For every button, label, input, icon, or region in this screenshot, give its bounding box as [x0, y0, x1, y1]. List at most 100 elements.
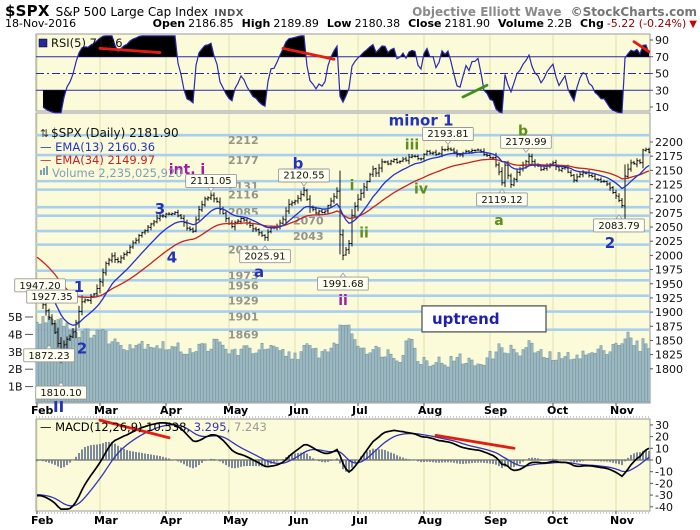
- volume-bar: [572, 358, 576, 403]
- provider-link[interactable]: ©StockCharts.com: [570, 5, 697, 19]
- macd-axis-label: 10: [655, 442, 669, 455]
- macd-month-label: Apr: [160, 514, 182, 527]
- macd-histogram-bar: [327, 460, 329, 462]
- macd-histogram-bar: [393, 453, 395, 460]
- volume-bar: [311, 348, 315, 403]
- macd-histogram-bar: [144, 453, 146, 460]
- change-down-icon: ▼: [689, 19, 697, 30]
- macd-histogram-bar: [483, 460, 485, 463]
- index-name: S&P 500 Large Cap Index: [55, 5, 209, 19]
- volume-bar: [482, 364, 486, 403]
- macd-histogram-bar: [75, 456, 77, 460]
- macd-histogram-bar: [633, 453, 635, 460]
- price-axis-label: 1850: [655, 334, 683, 347]
- macd-histogram-bar: [531, 457, 533, 460]
- macd-histogram-bar: [618, 460, 620, 465]
- macd-histogram-bar: [219, 460, 221, 462]
- macd-histogram-bar: [525, 459, 527, 461]
- volume-bar: [386, 349, 390, 403]
- volume-bar: [299, 351, 303, 403]
- wave-label-ii: ii: [359, 226, 369, 242]
- volume-bar: [584, 354, 588, 403]
- macd-histogram-bar: [417, 460, 419, 462]
- rsi-oversold-fill: [594, 90, 624, 113]
- macd-histogram-bar: [582, 460, 584, 462]
- macd-histogram-bar: [372, 448, 374, 460]
- ema13-line: [36, 151, 650, 326]
- macd-histogram-bar: [45, 460, 47, 462]
- macd-histogram-bar: [141, 452, 143, 460]
- volume-bar: [533, 352, 537, 403]
- wave-label-a: a: [254, 263, 264, 281]
- volume-bar: [485, 357, 489, 403]
- macd-histogram-bar: [324, 460, 326, 463]
- macd-histogram-bar: [594, 460, 596, 461]
- macd-histogram-bar: [510, 460, 512, 468]
- pivot-label: 1956: [228, 279, 259, 292]
- volume-bar: [158, 348, 162, 403]
- rsi-axis-label: 90: [655, 34, 669, 47]
- macd-histogram-bar: [321, 460, 323, 463]
- pivot-label: 2070: [293, 215, 324, 228]
- rsi-oversold-fill: [249, 90, 267, 107]
- macd-histogram-bar: [438, 460, 440, 463]
- macd-month-label: Sep: [484, 514, 507, 527]
- volume-bar: [632, 345, 636, 403]
- macd-histogram-bar: [426, 460, 428, 462]
- macd-histogram-bar: [528, 458, 530, 460]
- macd-histogram-bar: [561, 459, 563, 461]
- price-axis-label: 1925: [655, 292, 683, 305]
- volume-bar: [284, 355, 288, 403]
- price-callout: 2119.12: [481, 195, 522, 206]
- macd-histogram-bar: [306, 453, 308, 460]
- macd-histogram-bar: [573, 460, 575, 463]
- macd-histogram-bar: [600, 460, 602, 462]
- price-callout: 1927.35: [31, 292, 72, 303]
- quote-value-open: 2186.85: [188, 17, 234, 30]
- rsi-red-trendline: [98, 46, 162, 54]
- macd-legend: — MACD(12,26,9) 10.538, 3.295, 7.243: [40, 420, 267, 434]
- macd-histogram-bar: [522, 460, 524, 462]
- volume-bar: [230, 349, 234, 403]
- price-callout: 2179.99: [505, 137, 546, 148]
- volume-bar: [296, 359, 300, 403]
- volume-bar: [245, 345, 249, 403]
- macd-month-label: Feb: [31, 514, 54, 527]
- macd-histogram-bar: [156, 455, 158, 460]
- pivot-label: 1869: [228, 329, 259, 342]
- macd-histogram-bar: [63, 460, 65, 468]
- macd-histogram-bar: [474, 460, 476, 463]
- macd-axis-label: -30: [655, 489, 673, 502]
- macd-histogram-bar: [264, 460, 266, 467]
- uptrend-label: uptrend: [432, 310, 500, 328]
- volume-bar: [164, 349, 168, 403]
- volume-bar: [182, 353, 186, 403]
- volume-bar: [629, 337, 633, 403]
- macd-histogram-bar: [348, 460, 350, 472]
- volume-bar: [596, 348, 600, 403]
- price-axis-label: 2075: [655, 207, 683, 220]
- volume-bar: [614, 342, 618, 403]
- volume-bar: [188, 348, 192, 403]
- volume-bar: [95, 329, 99, 403]
- volume-bar: [425, 360, 429, 403]
- volume-bar: [461, 363, 465, 403]
- quote-label-close: Close: [408, 17, 442, 30]
- macd-histogram-bar: [537, 458, 539, 460]
- macd-histogram-bar: [255, 460, 257, 467]
- macd-histogram-bar: [201, 460, 203, 463]
- volume-bar: [305, 343, 309, 403]
- volume-bar: [581, 350, 585, 403]
- macd-histogram-bar: [150, 454, 152, 460]
- volume-bar: [401, 355, 405, 403]
- wave-label-inti: int. i: [169, 162, 205, 178]
- macd-histogram-bar: [504, 460, 506, 467]
- macd-histogram-bar: [279, 460, 281, 461]
- macd-histogram-bar: [222, 460, 224, 464]
- macd-histogram-bar: [570, 460, 572, 462]
- volume-bar: [476, 363, 480, 403]
- volume-bar: [428, 366, 432, 403]
- volume-bar: [65, 322, 69, 403]
- main-month-label: Jul: [351, 404, 368, 417]
- volume-bar: [110, 341, 114, 403]
